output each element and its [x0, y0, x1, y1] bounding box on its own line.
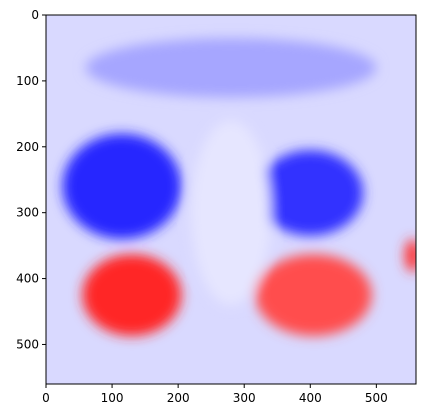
y-tick-label: 300	[16, 206, 39, 220]
x-tick-label: 300	[233, 391, 256, 405]
y-tick-label: 200	[16, 140, 39, 154]
y-tick-label: 400	[16, 272, 39, 286]
top-blue-band	[85, 38, 377, 98]
left-red-lobe	[82, 254, 182, 336]
x-tick-label: 200	[167, 391, 190, 405]
right-blue-lobe	[257, 150, 364, 236]
right-edge-red	[404, 239, 416, 272]
y-tick-label: 100	[16, 74, 39, 88]
plot-frame	[45, 14, 417, 385]
y-tick-label: 0	[31, 8, 39, 22]
y-tick-label: 500	[16, 337, 39, 351]
right-red-lobe	[255, 254, 372, 336]
x-tick-label: 400	[299, 391, 322, 405]
center-light	[191, 120, 271, 305]
plot-area	[46, 15, 416, 384]
x-axis: 0 100 200 300 400 500	[42, 384, 388, 405]
x-tick-label: 100	[101, 391, 124, 405]
left-blue-lobe	[62, 133, 182, 240]
x-tick-label: 0	[42, 391, 50, 405]
y-axis: 0 100 200 300 400 500	[16, 8, 46, 351]
x-tick-label: 500	[365, 391, 388, 405]
